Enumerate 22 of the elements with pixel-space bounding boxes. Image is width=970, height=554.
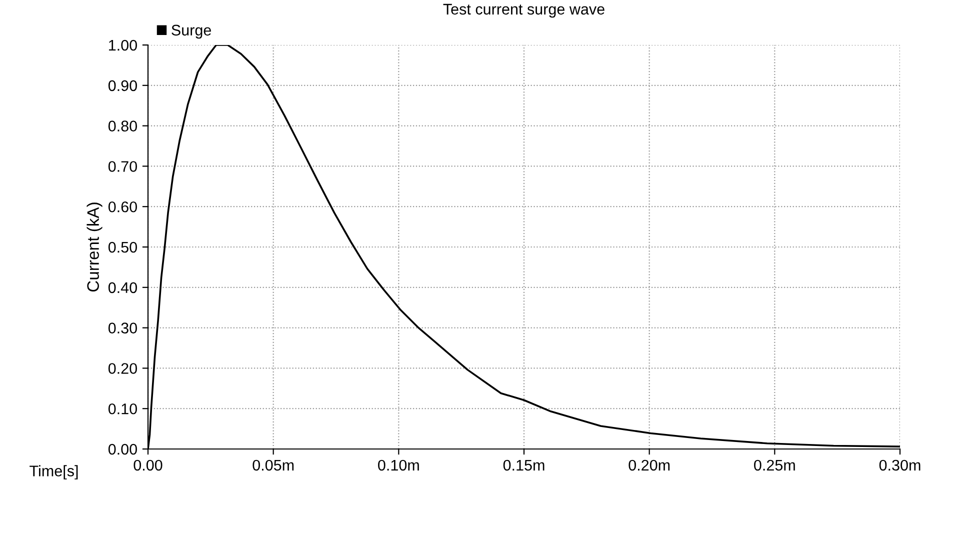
x-tick-label: 0.15m: [503, 460, 544, 471]
y-tick-label: 1.00: [109, 40, 137, 51]
y-tick-label: 0.80: [108, 120, 137, 132]
y-tick-label: 0.90: [108, 80, 137, 92]
x-tick-label: 0.05m: [252, 460, 294, 471]
x-tick-label: 0.30m: [879, 460, 920, 471]
x-tick-label: 0.00: [134, 460, 162, 471]
y-tick-label: 0.10: [108, 403, 137, 414]
x-tick-label: 0.20m: [628, 460, 670, 471]
y-tick-label: 0.60: [108, 201, 137, 212]
y-tick-label: 0.30: [108, 322, 137, 334]
y-tick-label: 0.00: [108, 444, 137, 455]
y-tick-label: 0.20: [108, 363, 137, 374]
x-tick-label: 0.10m: [378, 460, 419, 471]
chart-title: Test current surge wave: [443, 4, 604, 18]
x-axis-title: Time[s]: [30, 465, 78, 480]
y-tick-label: 0.70: [108, 161, 137, 172]
x-tick-label: 0.25m: [754, 460, 795, 471]
y-axis-title: Current (kA): [86, 202, 102, 292]
legend-label: Surge: [172, 24, 212, 39]
y-tick-label: 0.50: [108, 242, 137, 253]
y-tick-label: 0.40: [108, 282, 137, 294]
